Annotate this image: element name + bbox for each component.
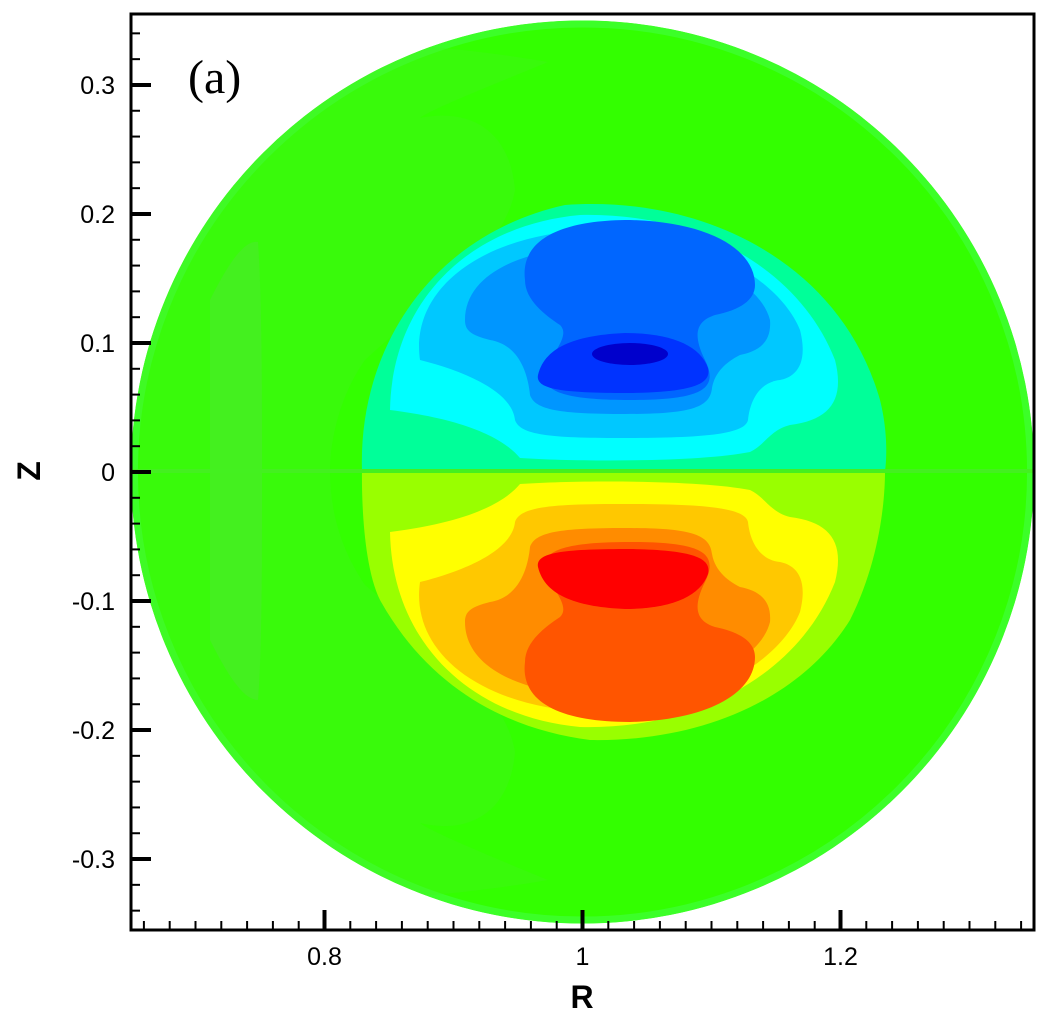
y-tick-label: -0.3 <box>72 846 115 874</box>
contour-pos-7 <box>590 577 666 599</box>
panel-label: (a) <box>188 51 241 104</box>
midplane-seam <box>131 469 1034 473</box>
x-axis-title: R <box>570 979 593 1015</box>
contour-field <box>130 20 1035 924</box>
negative-lobe <box>361 204 887 471</box>
y-tick-label: 0.2 <box>80 201 115 229</box>
faint-band-crescent <box>140 40 548 902</box>
x-axis: 0.8 1 1.2 <box>142 910 1023 971</box>
y-tick-label: -0.1 <box>72 588 115 616</box>
x-tick-label: 0.8 <box>307 943 342 971</box>
x-tick-label: 1 <box>576 943 590 971</box>
y-tick-label: 0.1 <box>80 330 115 358</box>
y-axis: 0.3 0.2 0.1 0 -0.1 -0.2 -0.3 <box>72 32 151 912</box>
contour-neg-7 <box>592 343 668 365</box>
positive-lobe <box>361 471 885 741</box>
x-tick-label: 1.2 <box>823 943 858 971</box>
y-tick-label: 0 <box>101 459 115 487</box>
y-tick-label: -0.2 <box>72 717 115 745</box>
y-axis-title: Z <box>11 461 47 481</box>
y-tick-label: 0.3 <box>80 72 115 100</box>
